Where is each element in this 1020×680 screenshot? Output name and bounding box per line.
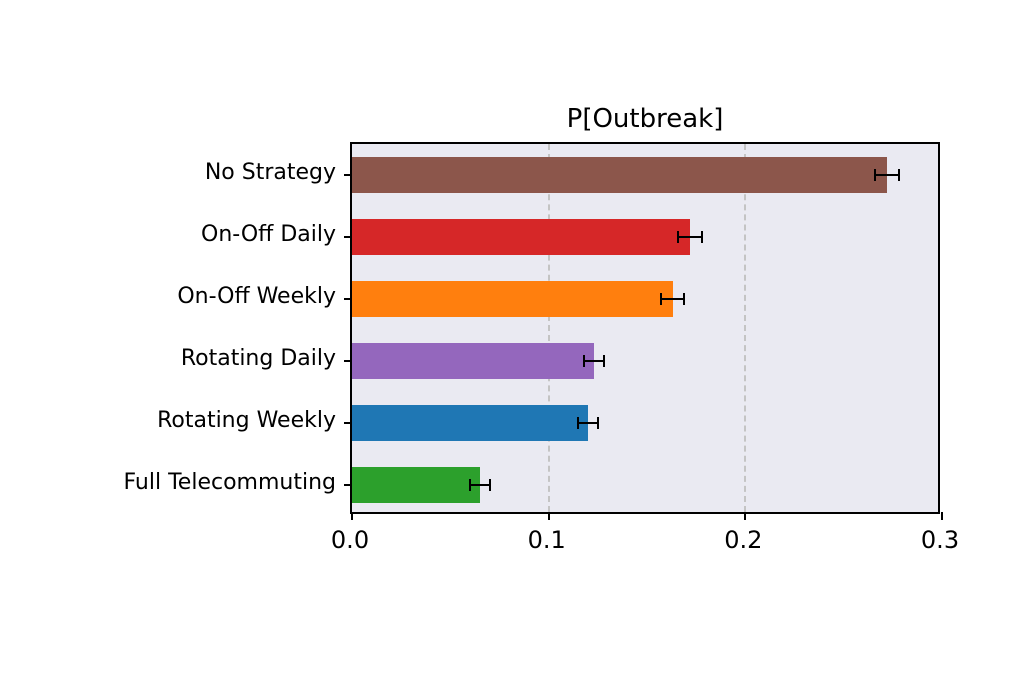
bar bbox=[352, 467, 480, 503]
error-bar bbox=[578, 422, 598, 424]
error-bar bbox=[470, 484, 490, 486]
x-gridline bbox=[548, 144, 550, 512]
error-bar bbox=[584, 360, 604, 362]
x-gridline bbox=[744, 144, 746, 512]
y-tick-label: No Strategy bbox=[205, 160, 336, 185]
y-tick-label: On-Off Weekly bbox=[177, 284, 336, 309]
bar bbox=[352, 219, 690, 255]
chart-canvas: P[Outbreak] No Strategy On-Off Daily On-Of… bbox=[0, 0, 1020, 680]
x-tick-label: 0.0 bbox=[331, 526, 369, 554]
error-bar-cap bbox=[597, 417, 599, 429]
error-bar-cap bbox=[577, 417, 579, 429]
error-bar-cap bbox=[677, 231, 679, 243]
error-bar-cap bbox=[874, 169, 876, 181]
error-bar bbox=[678, 236, 702, 238]
y-tick-label: Full Telecommuting bbox=[123, 470, 336, 495]
bar bbox=[352, 157, 887, 193]
x-tick-mark bbox=[351, 512, 353, 520]
x-tick-label: 0.1 bbox=[528, 526, 566, 554]
chart-title: P[Outbreak] bbox=[350, 104, 940, 134]
error-bar-cap bbox=[683, 293, 685, 305]
plot-area bbox=[350, 142, 940, 514]
error-bar bbox=[661, 298, 685, 300]
bar bbox=[352, 281, 673, 317]
error-bar-cap bbox=[603, 355, 605, 367]
y-tick-mark bbox=[344, 422, 352, 424]
bar bbox=[352, 343, 594, 379]
error-bar-cap bbox=[489, 479, 491, 491]
x-tick-label: 0.3 bbox=[921, 526, 959, 554]
x-tick-mark bbox=[548, 512, 550, 520]
y-tick-label: Rotating Daily bbox=[181, 346, 336, 371]
bar bbox=[352, 405, 588, 441]
x-tick-mark bbox=[941, 512, 943, 520]
error-bar-cap bbox=[469, 479, 471, 491]
error-bar-cap bbox=[660, 293, 662, 305]
y-tick-mark bbox=[344, 484, 352, 486]
y-tick-mark bbox=[344, 360, 352, 362]
x-tick-mark bbox=[744, 512, 746, 520]
error-bar-cap bbox=[701, 231, 703, 243]
y-tick-label: On-Off Daily bbox=[201, 222, 336, 247]
error-bar-cap bbox=[583, 355, 585, 367]
error-bar-cap bbox=[898, 169, 900, 181]
y-tick-mark bbox=[344, 298, 352, 300]
y-tick-mark bbox=[344, 174, 352, 176]
y-tick-mark bbox=[344, 236, 352, 238]
error-bar bbox=[875, 174, 899, 176]
x-tick-label: 0.2 bbox=[724, 526, 762, 554]
y-tick-label: Rotating Weekly bbox=[157, 408, 336, 433]
